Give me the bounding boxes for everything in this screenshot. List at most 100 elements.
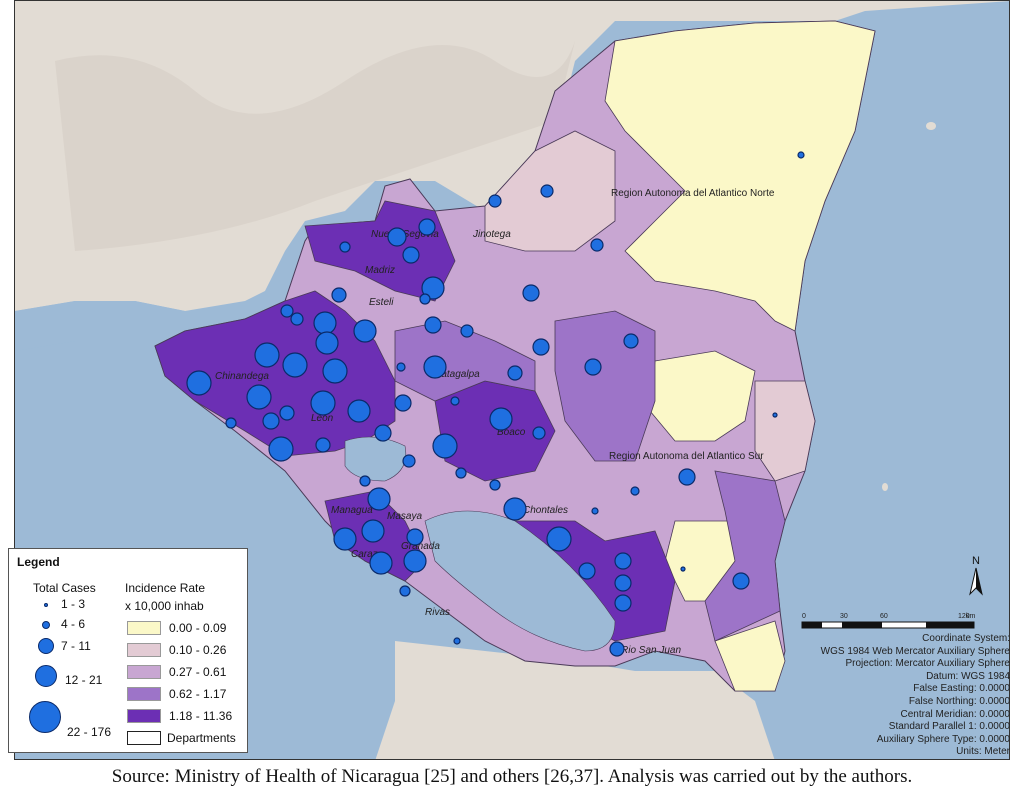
case-circle [489,407,513,431]
case-circle [282,352,308,378]
case-circle [254,342,280,368]
case-circle [315,437,331,453]
legend-incidence-label: 0.10 - 0.26 [169,643,227,657]
map-frame: Region Autonoma del Atlantico Norte Regi… [14,0,1010,760]
island-1 [926,122,936,130]
case-circle [614,552,632,570]
legend-case-label: 1 - 3 [61,597,86,611]
coord-line: Standard Parallel 1: 0.0000 [888,721,1010,733]
case-circle [419,293,431,305]
case-circle [315,331,339,355]
legend-incidence-header: Incidence Rate [125,581,206,595]
legend-total-cases-header: Total Cases [33,581,96,595]
coord-line: Coordinate System: [922,633,1010,644]
legend-title: Legend [17,555,60,569]
label-madriz: Madriz [365,265,395,276]
case-circle [313,311,337,335]
case-circle [507,365,523,381]
label-raas: Region Autonoma del Atlantico Sur [609,451,764,462]
case-circle [418,218,436,236]
case-circle [578,562,596,580]
scale-bar: 0 30 60 120 km [800,612,976,636]
case-circle [424,316,442,334]
legend-swatch-4 [127,687,161,701]
case-circle [367,487,391,511]
label-matagalpa: Matagalpa [433,369,480,380]
legend-swatch-departments [127,731,161,745]
case-circle [369,551,393,575]
legend-case-circle-1 [44,603,48,607]
coord-line: Datum: WGS 1984 [926,670,1010,682]
legend: Legend Total Cases Incidence Rate x 10,0… [8,548,248,753]
case-circle [680,566,686,572]
case-circle [396,362,406,372]
label-masaya: Masaya [387,511,422,522]
region-raas-purple [704,470,786,642]
legend-departments-label: Departments [167,731,236,745]
case-circle [678,468,696,486]
case-circle [402,246,420,264]
legend-case-label: 12 - 21 [65,673,103,687]
legend-case-label: 4 - 6 [61,617,86,631]
legend-swatch-5 [127,709,161,723]
label-carazo: Carazo [351,549,384,560]
label-raan: Region Autonoma del Atlantico Norte [611,188,775,199]
case-circle [584,358,602,376]
case-circle [460,324,474,338]
case-circle [540,184,554,198]
case-circle [279,405,295,421]
lake-nicaragua [424,510,616,652]
region-raan [604,20,876,332]
legend-case-circle-3 [38,638,54,654]
region-pink-east [754,380,816,482]
case-circle [421,276,445,300]
scale-unit-label: km [966,613,976,620]
case-circle [331,287,347,303]
case-circle [322,358,348,384]
case-circle [630,486,640,496]
label-rio-san-juan: Rio San Juan [621,645,681,656]
case-circle [732,572,750,590]
coordinate-system-info: Coordinate System: WGS 1984 Web Mercator… [821,633,1010,759]
legend-case-label: 7 - 11 [61,639,91,653]
case-circle [402,454,416,468]
island-2 [882,483,888,491]
case-circle [591,507,599,515]
case-circle [290,312,304,326]
legend-case-label: 22 - 176 [67,725,112,739]
terrain-honduras [15,1,1009,311]
case-circle [455,467,467,479]
coord-line: WGS 1984 Web Mercator Auxiliary Sphere [820,645,1010,657]
north-arrow-icon-fill [976,568,982,594]
case-circle [225,417,237,429]
scale-tick-label: 0 [802,613,806,620]
case-circle [546,526,572,552]
legend-swatch-2 [127,643,161,657]
case-circle [450,396,460,406]
label-managua: Managua [331,505,373,516]
case-circles [186,151,805,657]
region-riosanjuan-yellow [714,620,786,692]
legend-incidence-label: 1.18 - 11.36 [169,709,233,723]
label-leon: Leon [311,413,334,424]
legend-incidence-label: 0.62 - 1.17 [169,687,227,701]
region-nueva-segovia [304,200,456,302]
case-circle [797,151,805,159]
case-circle [614,594,632,612]
region-raas-yellow [649,350,756,442]
case-circle [359,475,371,487]
scale-tick-label: 30 [840,613,848,620]
case-circle [532,426,546,440]
legend-swatch-3 [127,665,161,679]
case-circle [403,549,427,573]
case-circle [262,412,280,430]
lake-managua [344,436,407,482]
legend-incidence-label: 0.00 - 0.09 [169,621,227,635]
case-circle [614,574,632,592]
case-circle [246,384,272,410]
case-circle [453,637,461,645]
legend-incidence-unit: x 10,000 inhab [125,599,204,613]
case-circle [333,527,357,551]
label-granada: Granada [401,541,440,552]
case-circle [772,412,778,418]
